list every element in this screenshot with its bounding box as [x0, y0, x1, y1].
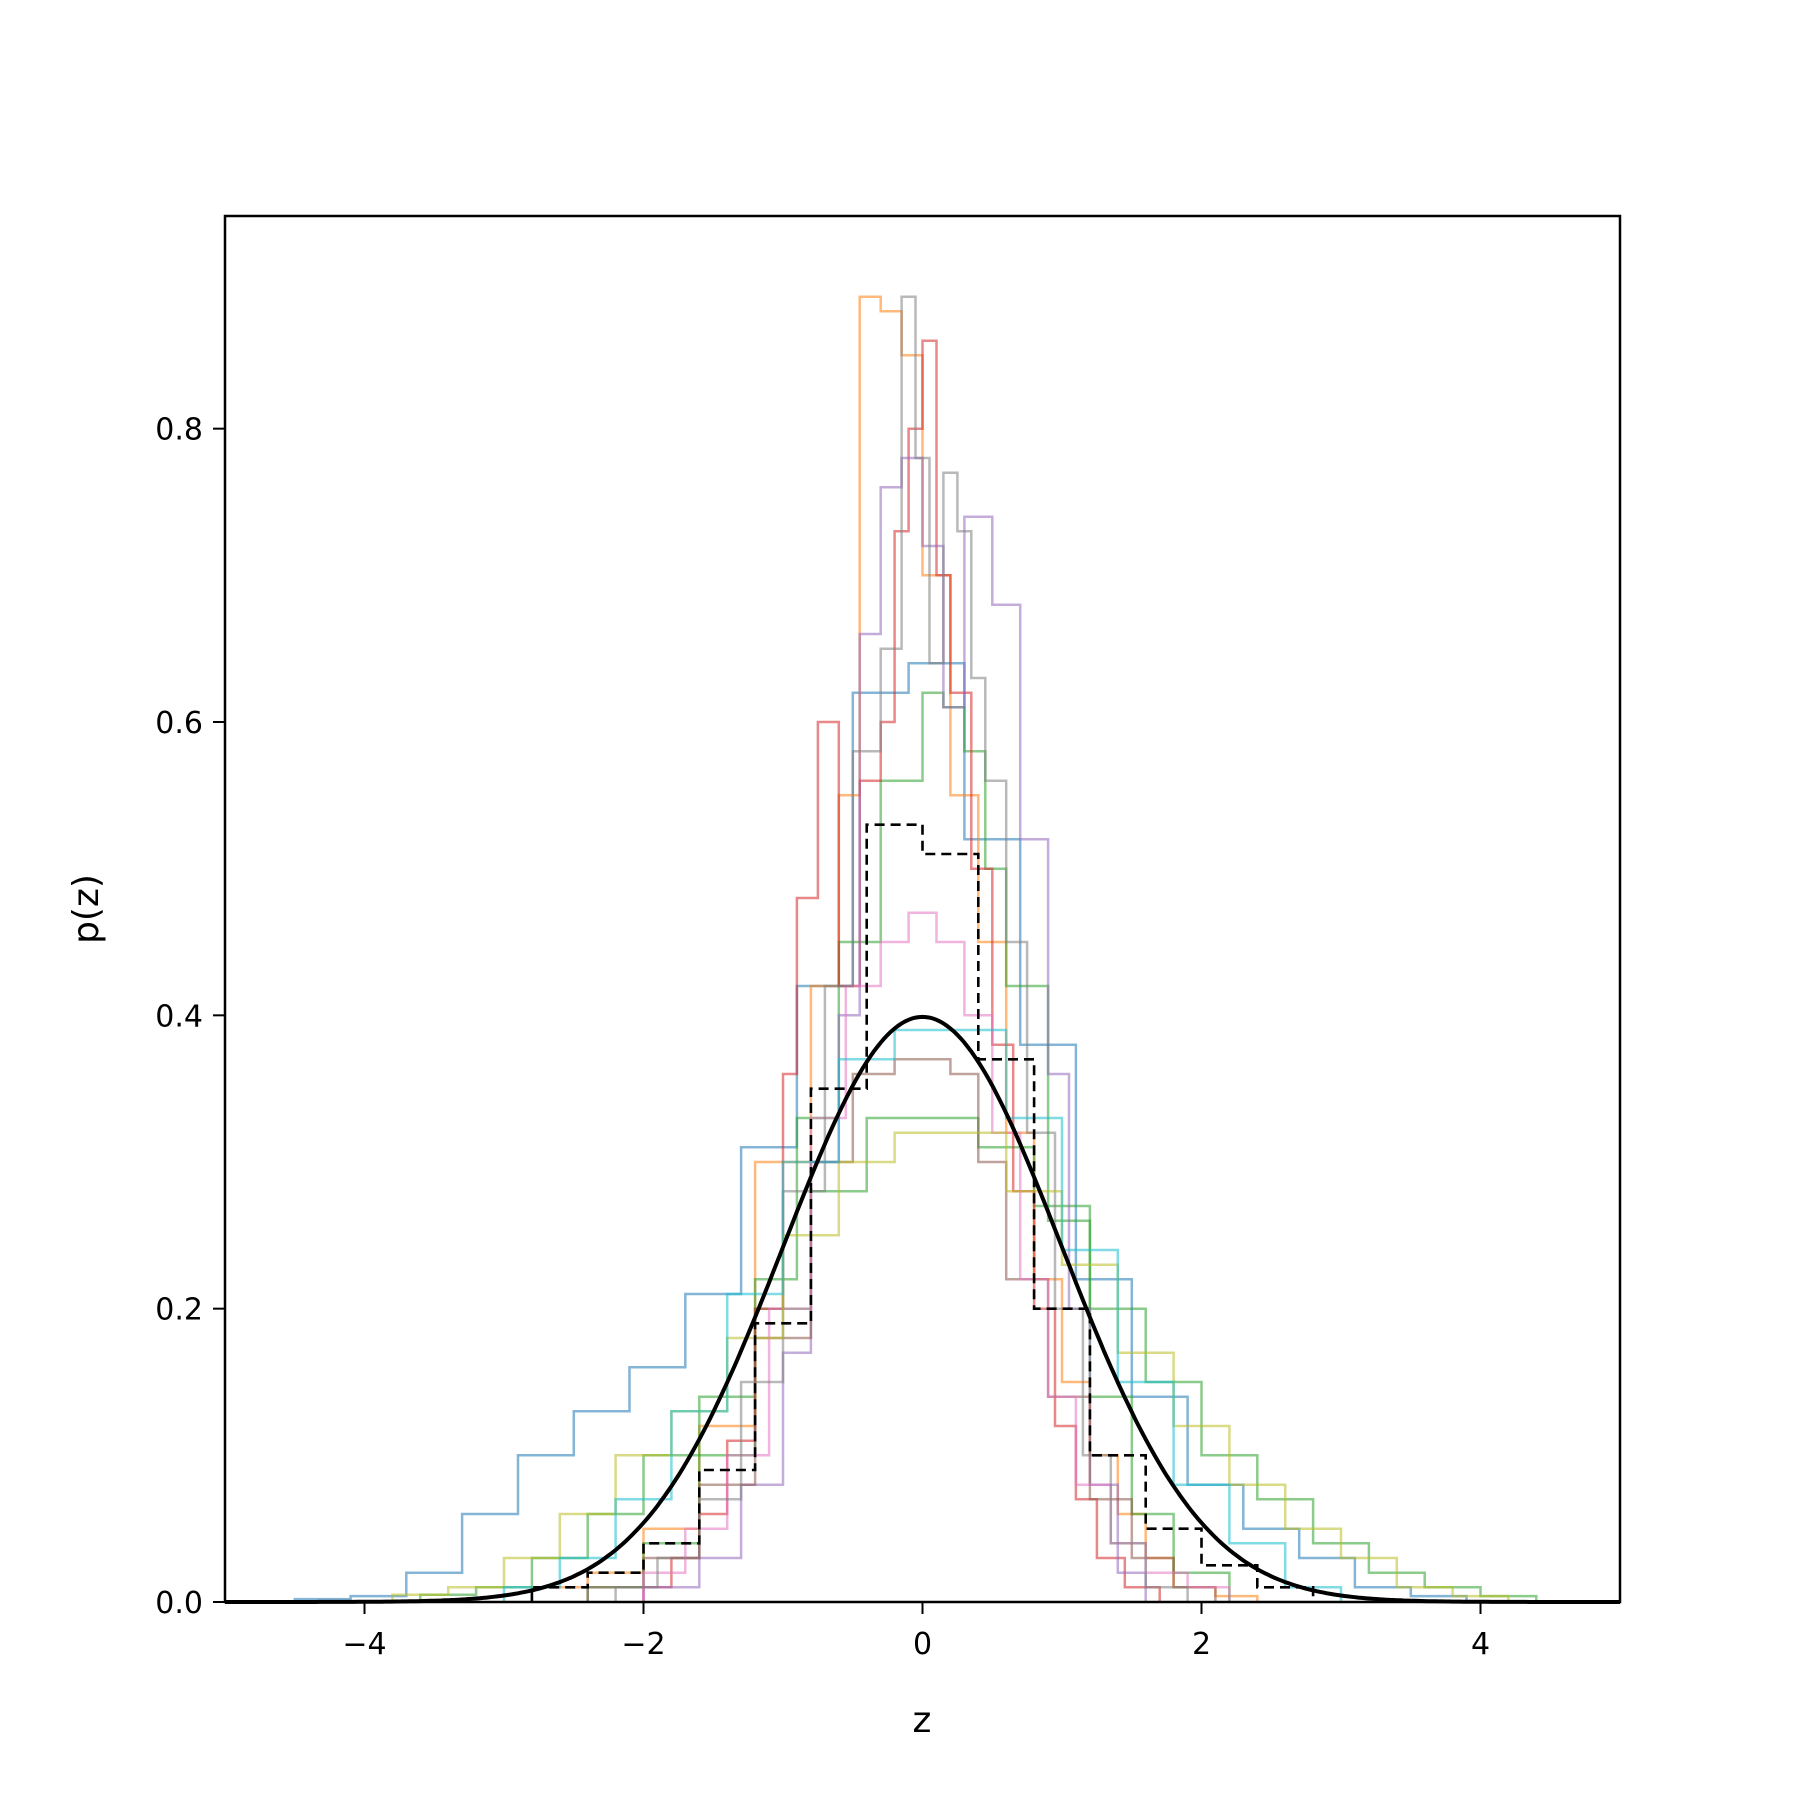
sample-histogram-2: [530, 295, 1259, 1602]
x-tick-label: 4: [1471, 1627, 1490, 1662]
sample-histogram-10: [391, 1131, 1510, 1602]
x-axis: −4 −2 0 2 4: [342, 1602, 1490, 1662]
curve-layer: [225, 1014, 1620, 1604]
x-axis-title: z: [913, 1700, 932, 1741]
x-tick-label: 0: [913, 1627, 932, 1662]
sample-histogram-7: [586, 1058, 1217, 1602]
density-curve: [225, 1014, 1620, 1604]
y-tick-label: 0.2: [155, 1293, 203, 1328]
y-tick-label: 0.4: [155, 999, 203, 1034]
x-tick-label: −2: [621, 1627, 665, 1662]
dashed-histogram: [530, 823, 1315, 1602]
x-tick-label: −4: [342, 1627, 386, 1662]
sample-histogram-11: [502, 1028, 1343, 1602]
y-axis-title: p(z): [66, 874, 107, 944]
x-tick-label: 2: [1192, 1627, 1211, 1662]
hist-layer: [293, 295, 1538, 1602]
y-tick-label: 0.8: [155, 413, 203, 448]
sample-histogram-9: [614, 295, 1189, 1602]
dashed-hist-layer: [530, 823, 1315, 1602]
y-tick-label: 0.0: [155, 1586, 203, 1621]
sample-histogram-3: [419, 1116, 1538, 1602]
y-axis: 0.0 0.2 0.4 0.6 0.8: [155, 413, 225, 1621]
y-tick-label: 0.6: [155, 706, 203, 741]
